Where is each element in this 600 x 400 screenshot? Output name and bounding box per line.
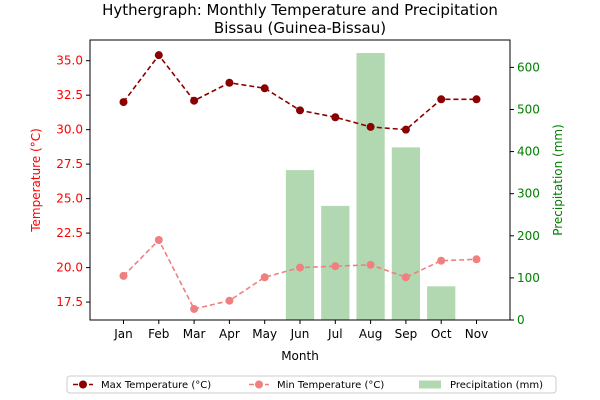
min-temperature-point xyxy=(331,262,340,271)
legend-label: Min Temperature (°C) xyxy=(277,380,384,391)
max-temperature-point xyxy=(366,122,375,131)
max-temperature-point xyxy=(154,51,163,60)
y-tick-label-right: 100 xyxy=(517,271,540,285)
legend-label: Precipitation (mm) xyxy=(450,380,543,391)
y-tick-label-left: 27.5 xyxy=(56,157,83,171)
legend-box xyxy=(66,375,557,394)
precipitation-bar xyxy=(285,170,315,320)
y-tick-label-left: 30.0 xyxy=(56,123,83,137)
y-axis-label-left: Temperature (°C) xyxy=(29,128,43,233)
legend: Max Temperature (°C) Min Temperature (°C)… xyxy=(66,375,557,394)
x-tick-label: Apr xyxy=(219,327,240,341)
y-tick-label-right: 0 xyxy=(517,313,525,327)
min-temperature-point xyxy=(472,255,481,264)
precipitation-bar xyxy=(427,286,456,320)
min-temperature-point xyxy=(401,273,410,282)
min-temperature-point xyxy=(260,273,269,282)
min-temperature-point xyxy=(190,304,199,313)
y-tick-label-right: 200 xyxy=(517,229,540,243)
max-temperature-point xyxy=(437,95,446,104)
max-temperature-point xyxy=(401,125,410,134)
x-tick-label: Feb xyxy=(148,327,169,341)
y-tick-label-left: 17.5 xyxy=(56,295,83,309)
y-tick-label-right: 300 xyxy=(517,187,540,201)
x-tick-label: Jan xyxy=(113,327,133,341)
legend-marker-min-temperature xyxy=(255,380,263,389)
min-temperature-point xyxy=(366,260,375,269)
temperature-lines xyxy=(119,51,481,313)
y-tick-label-right: 400 xyxy=(517,145,540,159)
x-tick-label: Nov xyxy=(465,327,488,341)
x-tick-label: Jul xyxy=(327,327,342,341)
legend-label: Max Temperature (°C) xyxy=(101,380,211,391)
min-temperature-point xyxy=(296,263,304,272)
min-temperature-point xyxy=(437,256,446,265)
y-tick-label-right: 500 xyxy=(517,102,540,116)
precipitation-bar xyxy=(391,147,421,320)
x-axis-label: Month xyxy=(281,349,319,363)
max-temperature-point xyxy=(225,78,234,87)
min-temperature-point xyxy=(225,296,234,305)
max-temperature-point xyxy=(296,106,304,115)
x-tick-label: Mar xyxy=(183,327,206,341)
y-tick-label-left: 22.5 xyxy=(56,226,83,240)
precipitation-bars xyxy=(285,53,456,320)
max-temperature-point xyxy=(472,95,481,104)
y-tick-label-left: 20.0 xyxy=(56,261,83,275)
y-tick-label-left: 35.0 xyxy=(56,54,83,68)
y-axis-label-right: Precipitation (mm) xyxy=(551,124,565,236)
max-temperature-point xyxy=(331,113,340,122)
x-tick-label: Aug xyxy=(359,327,382,341)
min-temperature-point xyxy=(154,236,163,244)
x-tick-label: Oct xyxy=(431,327,452,341)
max-temperature-point xyxy=(190,96,199,105)
min-temperature-point xyxy=(119,271,128,280)
y-tick-label-right: 600 xyxy=(517,60,540,74)
x-tick-label: May xyxy=(252,327,277,341)
precipitation-bar xyxy=(356,53,385,320)
legend-swatch-precipitation xyxy=(419,380,441,389)
x-tick-label: Sep xyxy=(395,327,418,341)
legend-marker-max-temperature xyxy=(79,380,87,389)
max-temperature-point xyxy=(119,98,128,107)
max-temperature-point xyxy=(260,84,269,93)
y-tick-label-left: 25.0 xyxy=(56,192,83,206)
chart-subtitle: Bissau (Guinea-Bissau) xyxy=(214,19,386,37)
y-tick-label-left: 32.5 xyxy=(56,88,83,102)
axes: Jan Feb Mar Apr May Jun Jul Aug Sep Oct Nov 17.5 20.… xyxy=(56,39,540,341)
x-tick-label: Jun xyxy=(290,327,310,341)
chart-title: Hythergraph: Monthly Temperature and Pre… xyxy=(102,1,498,19)
max-temperature-line xyxy=(122,53,477,131)
